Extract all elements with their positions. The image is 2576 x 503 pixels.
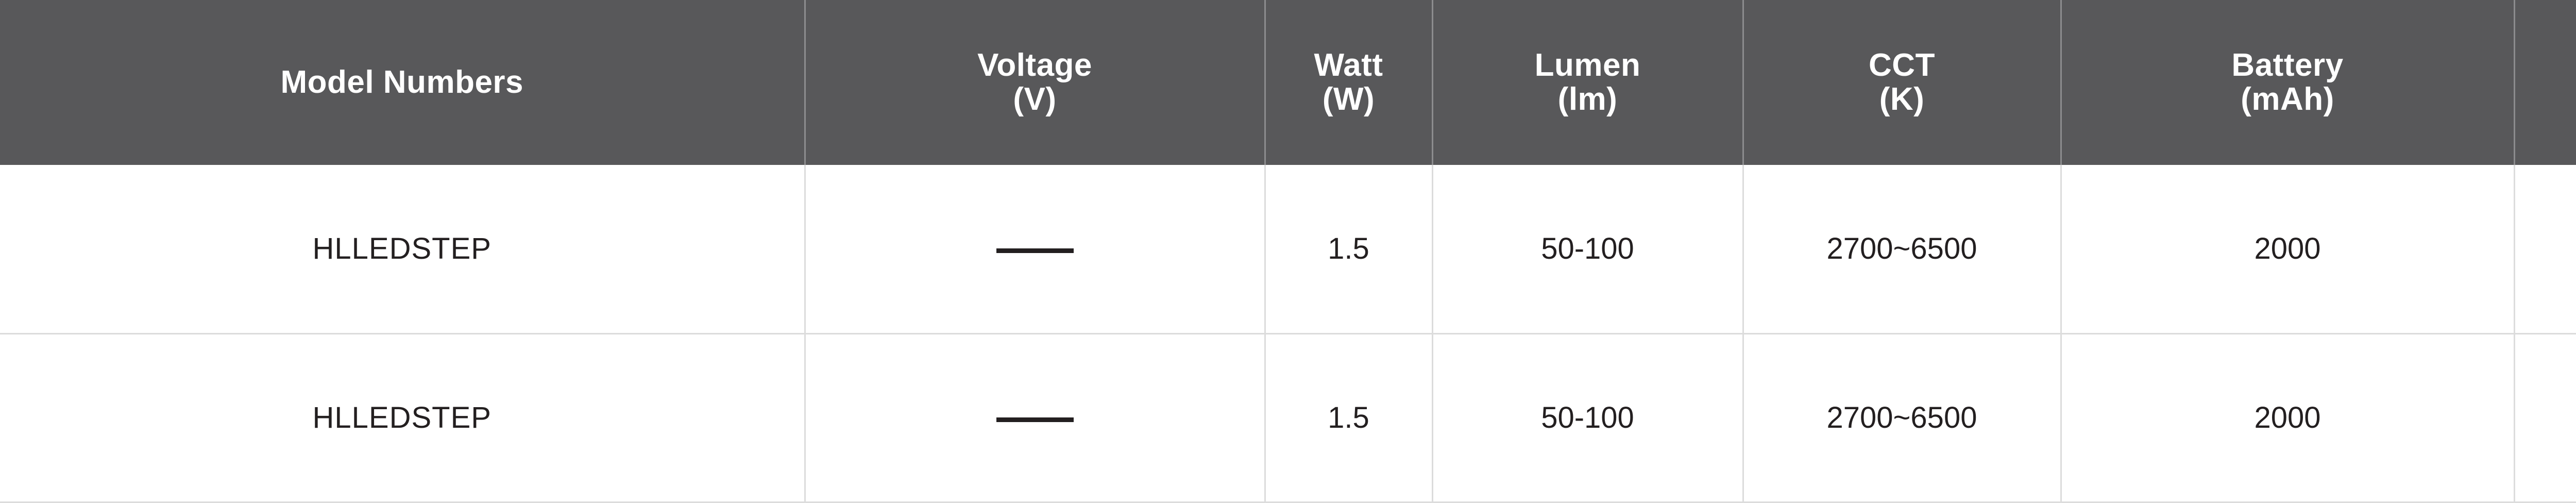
cell-voltage: [805, 165, 1265, 333]
column-header-lumen-label: Lumen: [1535, 47, 1641, 83]
column-header-model: Model Numbers: [0, 0, 805, 165]
table-header: Model Numbers Voltage (V) Watt (W) Lumen…: [0, 0, 2576, 165]
column-header-battery-unit: (mAh): [2065, 82, 2511, 116]
table-row: HLLEDSTEP 1.5 50-100 2700~6500 2000 250*…: [0, 333, 2576, 502]
column-header-model-label: Model Numbers: [280, 64, 523, 100]
column-header-size-unit: (mm): [2518, 82, 2576, 116]
column-header-cct: CCT (K): [1743, 0, 2061, 165]
cell-size: 250*43*42: [2514, 165, 2576, 333]
column-header-voltage: Voltage (V): [805, 0, 1265, 165]
column-header-lumen: Lumen (lm): [1432, 0, 1743, 165]
cell-lumen: 50-100: [1432, 333, 1743, 502]
cell-size: 250*43*42: [2514, 333, 2576, 502]
em-dash-icon: [996, 248, 1074, 253]
column-header-size: Size (mm): [2514, 0, 2576, 165]
column-header-voltage-label: Voltage: [977, 47, 1092, 83]
header-row: Model Numbers Voltage (V) Watt (W) Lumen…: [0, 0, 2576, 165]
cell-lumen: 50-100: [1432, 165, 1743, 333]
cell-battery: 2000: [2061, 333, 2514, 502]
column-header-lumen-unit: (lm): [1436, 82, 1739, 116]
cell-watt: 1.5: [1265, 333, 1432, 502]
cell-cct: 2700~6500: [1743, 165, 2061, 333]
cell-battery: 2000: [2061, 165, 2514, 333]
cell-voltage: [805, 333, 1265, 502]
column-header-battery: Battery (mAh): [2061, 0, 2514, 165]
table-row: HLLEDSTEP 1.5 50-100 2700~6500 2000 250*…: [0, 165, 2576, 333]
cell-model: HLLEDSTEP: [0, 165, 805, 333]
cell-watt: 1.5: [1265, 165, 1432, 333]
column-header-watt-label: Watt: [1314, 47, 1383, 83]
column-header-voltage-unit: (V): [809, 82, 1261, 116]
column-header-cct-unit: (K): [1747, 82, 2057, 116]
table-body: HLLEDSTEP 1.5 50-100 2700~6500 2000 250*…: [0, 165, 2576, 502]
column-header-cct-label: CCT: [1869, 47, 1935, 83]
column-header-battery-label: Battery: [2231, 47, 2343, 83]
column-header-watt: Watt (W): [1265, 0, 1432, 165]
column-header-watt-unit: (W): [1269, 82, 1429, 116]
cell-model: HLLEDSTEP: [0, 333, 805, 502]
em-dash-icon: [996, 417, 1074, 422]
cell-cct: 2700~6500: [1743, 333, 2061, 502]
